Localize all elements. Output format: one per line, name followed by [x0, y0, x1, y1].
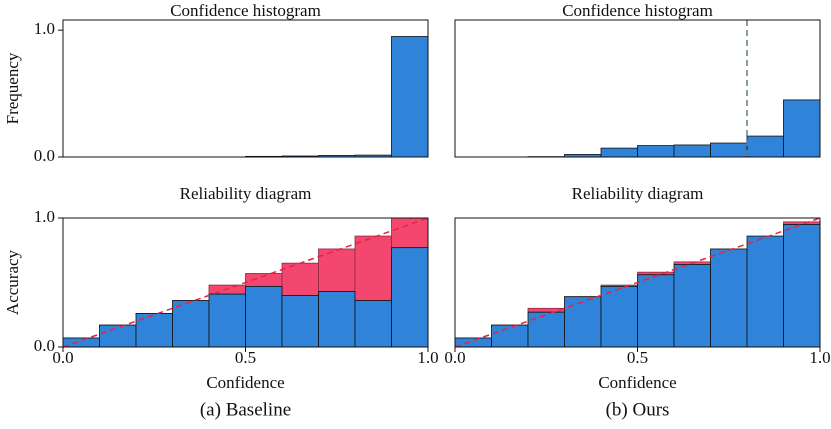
diagonal: [62, 217, 429, 348]
y-tick-label: 0.0: [34, 336, 55, 355]
accuracy-bar: [354, 300, 392, 348]
accuracy-bar: [746, 235, 784, 348]
accuracy-bar: [491, 324, 529, 348]
gap-bar: [281, 262, 319, 296]
gap-bar: [391, 217, 429, 249]
y-tick-label: 1.0: [34, 19, 55, 38]
panel-title: Reliability diagram: [180, 184, 312, 203]
panel-title: Confidence histogram: [170, 1, 321, 20]
accuracy-bar: [99, 324, 137, 348]
accuracy-bar: [783, 224, 821, 348]
accuracy-bar: [208, 293, 246, 348]
y-axis-label: Frequency: [3, 52, 22, 124]
accuracy-bar: [245, 285, 283, 348]
histogram-bar: [600, 147, 638, 158]
histogram-bar: [710, 142, 748, 158]
accuracy-bar: [527, 311, 565, 348]
caption: (a) Baseline: [200, 399, 291, 420]
panel-frame: [454, 19, 821, 158]
x-tick-label: 1.0: [417, 348, 438, 367]
accuracy-bar: [564, 296, 602, 348]
x-axis-label: Confidence: [598, 373, 676, 392]
accuracy-bar: [673, 264, 711, 348]
accuracy-bar: [281, 294, 319, 348]
panel-title: Confidence histogram: [562, 1, 713, 20]
x-tick-label: 0.5: [235, 348, 256, 367]
x-tick-label: 0.0: [52, 348, 73, 367]
panel-frame: [62, 19, 429, 158]
x-tick-label: 1.0: [809, 348, 830, 367]
caption: (b) Ours: [606, 399, 670, 420]
accuracy-bar: [710, 248, 748, 348]
gap-bar: [318, 248, 356, 292]
accuracy-bar: [172, 300, 210, 348]
histogram-bar: [637, 145, 675, 158]
histogram-bar: [783, 99, 821, 158]
diagonal: [454, 217, 821, 348]
x-axis-label: Confidence: [206, 373, 284, 392]
histogram-bar: [391, 36, 429, 158]
histogram-bar: [746, 135, 784, 158]
y-axis-label: Accuracy: [3, 249, 22, 315]
panel-title: Reliability diagram: [572, 184, 704, 203]
accuracy-bar: [637, 274, 675, 348]
y-tick-label: 0.0: [34, 146, 55, 165]
accuracy-bar: [600, 285, 638, 348]
y-tick-label: 1.0: [34, 207, 55, 226]
gap-bar: [354, 235, 392, 301]
x-tick-label: 0.0: [444, 348, 465, 367]
x-tick-label: 0.5: [627, 348, 648, 367]
accuracy-bar: [318, 291, 356, 348]
accuracy-bar: [391, 247, 429, 348]
histogram-bar: [673, 144, 711, 158]
